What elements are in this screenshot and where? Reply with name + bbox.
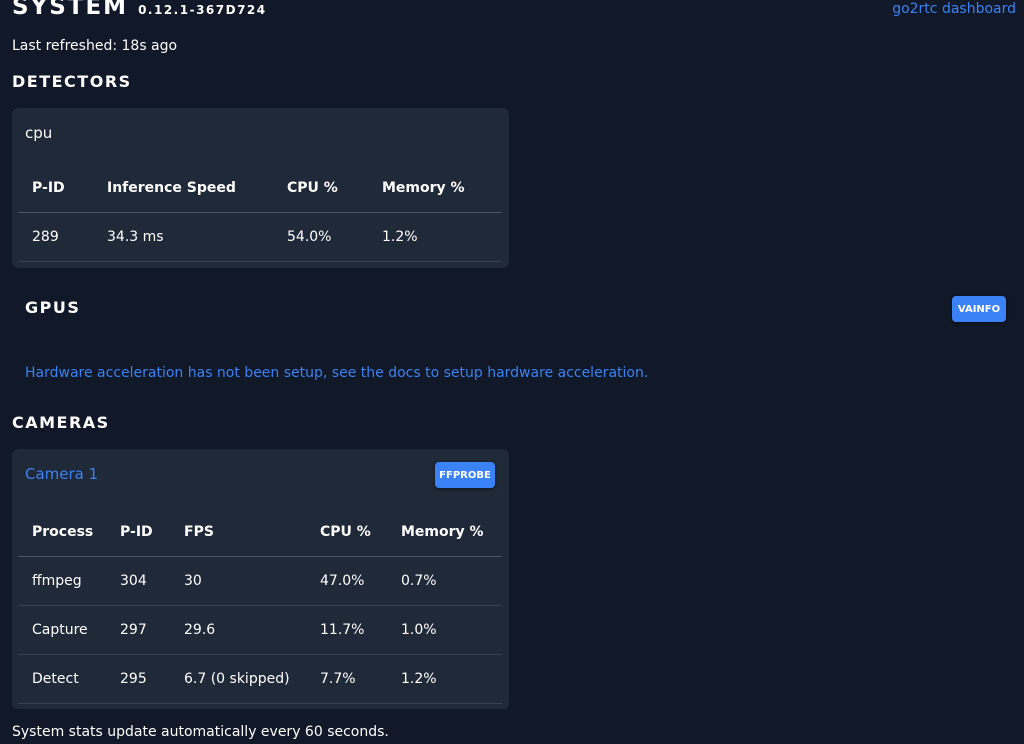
- detector-card: cpu P-ID Inference Speed CPU % Memory % …: [12, 108, 509, 268]
- hardware-acceleration-message[interactable]: Hardware acceleration has not been setup…: [25, 365, 649, 381]
- gpus-section-title: GPUS: [25, 298, 81, 317]
- detector-name: cpu: [25, 124, 53, 142]
- version-label: 0.12.1-367D724: [138, 3, 267, 17]
- title-row: SYSTEM 0.12.1-367D724: [12, 0, 267, 20]
- process-memory: 1.0%: [387, 605, 502, 655]
- process-pid: 304: [106, 556, 170, 606]
- process-pid: 297: [106, 605, 170, 655]
- page-title: SYSTEM: [12, 0, 129, 20]
- process-memory: 1.2%: [387, 654, 502, 704]
- go2rtc-dashboard-link[interactable]: go2rtc dashboard: [892, 1, 1016, 17]
- process-cpu: 47.0%: [306, 556, 387, 606]
- camera-card: Camera 1 FFPROBE Process P-ID FPS CPU % …: [12, 449, 509, 709]
- process-fps: 29.6: [170, 605, 306, 655]
- detector-inference-speed: 34.3 ms: [93, 212, 273, 262]
- table-row: Detect 295 6.7 (0 skipped) 7.7% 1.2%: [18, 654, 502, 704]
- process-fps: 6.7 (0 skipped): [170, 654, 306, 704]
- table-row: Capture 297 29.6 11.7% 1.0%: [18, 605, 502, 655]
- camera-table-header: Process P-ID FPS CPU % Memory %: [18, 508, 502, 557]
- column-header-fps: FPS: [170, 508, 306, 557]
- process-name: ffmpeg: [18, 556, 106, 606]
- process-memory: 0.7%: [387, 556, 502, 606]
- detector-memory: 1.2%: [368, 212, 502, 262]
- process-cpu: 7.7%: [306, 654, 387, 704]
- cameras-section-title: CAMERAS: [12, 413, 110, 432]
- column-header-pid: P-ID: [106, 508, 170, 557]
- ffprobe-button[interactable]: FFPROBE: [435, 462, 495, 488]
- camera-table: Process P-ID FPS CPU % Memory % ffmpeg 3…: [18, 508, 502, 704]
- detector-table: P-ID Inference Speed CPU % Memory % 289 …: [18, 164, 502, 262]
- process-cpu: 11.7%: [306, 605, 387, 655]
- table-row: 289 34.3 ms 54.0% 1.2%: [18, 212, 502, 262]
- column-header-cpu: CPU %: [273, 164, 368, 213]
- detectors-section-title: DETECTORS: [12, 72, 132, 91]
- column-header-cpu: CPU %: [306, 508, 387, 557]
- stats-update-note: System stats update automatically every …: [12, 724, 389, 740]
- detector-pid: 289: [18, 212, 93, 262]
- last-refreshed-text: Last refreshed: 18s ago: [12, 38, 178, 54]
- column-header-process: Process: [18, 508, 106, 557]
- process-name: Detect: [18, 654, 106, 704]
- column-header-memory: Memory %: [387, 508, 502, 557]
- vainfo-button[interactable]: VAINFO: [952, 296, 1006, 322]
- column-header-memory: Memory %: [368, 164, 502, 213]
- detector-cpu: 54.0%: [273, 212, 368, 262]
- column-header-inference-speed: Inference Speed: [93, 164, 273, 213]
- column-header-pid: P-ID: [18, 164, 93, 213]
- table-row: ffmpeg 304 30 47.0% 0.7%: [18, 556, 502, 606]
- detector-table-header: P-ID Inference Speed CPU % Memory %: [18, 164, 502, 213]
- process-fps: 30: [170, 556, 306, 606]
- camera-name-link[interactable]: Camera 1: [25, 465, 99, 483]
- process-pid: 295: [106, 654, 170, 704]
- process-name: Capture: [18, 605, 106, 655]
